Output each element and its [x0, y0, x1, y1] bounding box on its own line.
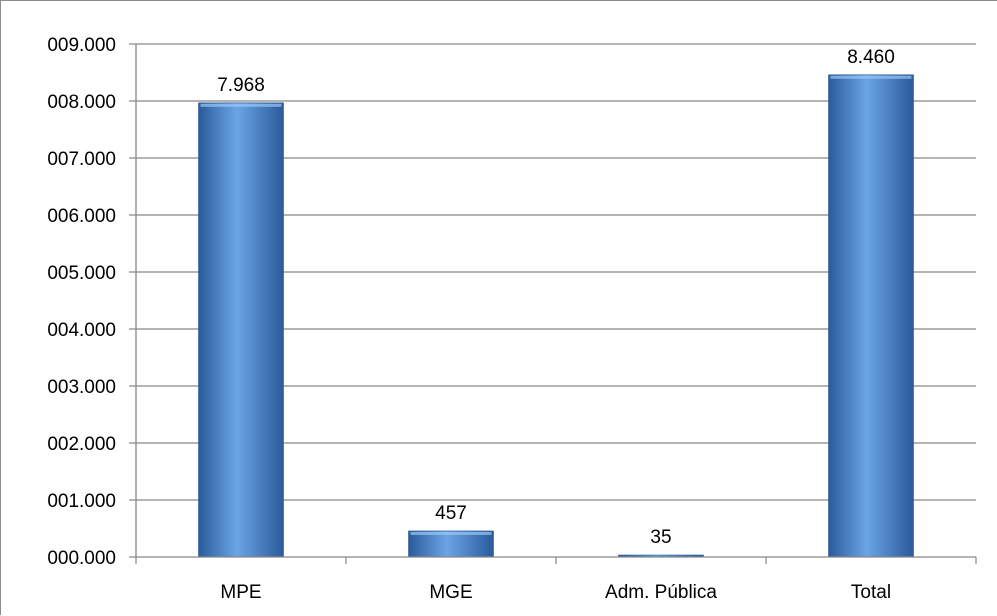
y-tick-label: 000.000 [47, 548, 116, 569]
y-tick-label: 009.000 [47, 35, 116, 56]
data-label: 457 [435, 503, 467, 524]
bar [198, 102, 284, 558]
x-tick-label: Total [851, 582, 891, 603]
bar-highlight [830, 75, 912, 79]
y-tick-label: 003.000 [47, 377, 116, 398]
y-tick-label: 007.000 [47, 149, 116, 170]
y-tick-label: 002.000 [47, 434, 116, 455]
bars [198, 74, 914, 558]
y-tick-label: 006.000 [47, 206, 116, 227]
bar-highlight [200, 103, 282, 107]
y-tick-label: 008.000 [47, 92, 116, 113]
axes [135, 44, 977, 564]
x-tick-label: MGE [429, 582, 472, 603]
y-tick-label: 004.000 [47, 320, 116, 341]
x-tick-label: Adm. Pública [605, 582, 717, 603]
data-label: 35 [650, 527, 671, 548]
bar [828, 74, 914, 558]
y-tick-label: 005.000 [47, 263, 116, 284]
bar-highlight [410, 531, 492, 535]
x-tick-label: MPE [220, 582, 261, 603]
bar [408, 530, 494, 558]
data-label: 7.968 [217, 75, 265, 96]
data-label: 8.460 [847, 47, 895, 68]
y-tick-label: 001.000 [47, 491, 116, 512]
data-labels: 7.968 457 35 8.460 [217, 47, 895, 548]
x-axis-tick-labels: MPE MGE Adm. Pública Total [220, 582, 891, 603]
y-axis-tick-labels: 000.000 001.000 002.000 003.000 004.000 005.0… [47, 35, 116, 569]
